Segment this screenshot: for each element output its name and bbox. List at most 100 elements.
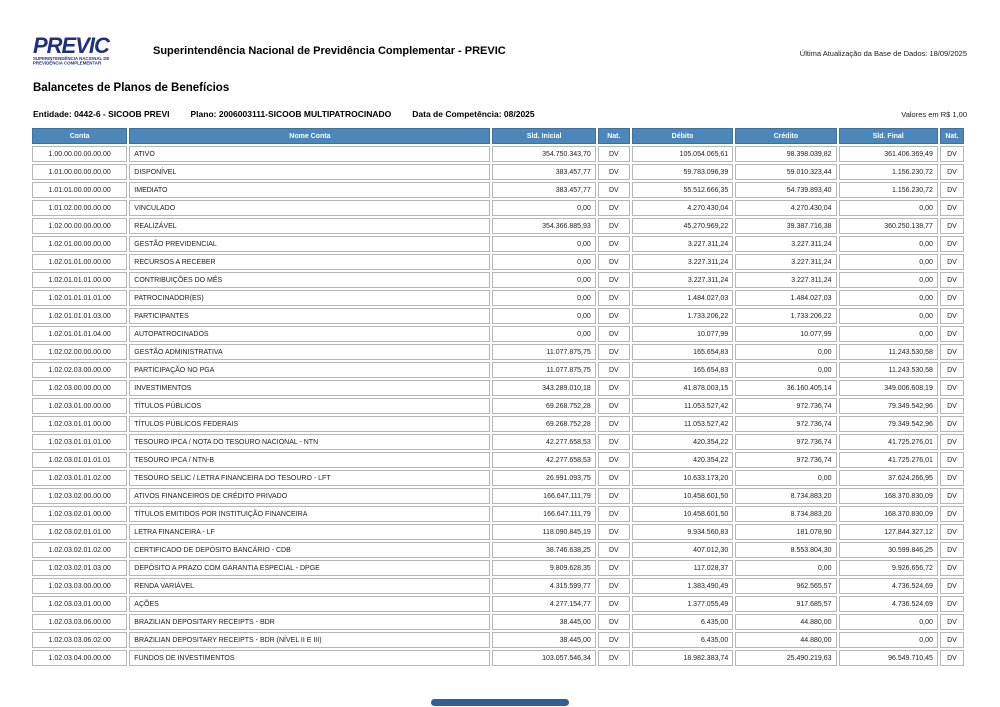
sld-final-cell: 0,00	[838, 308, 938, 324]
nat-cell: DV	[939, 326, 964, 342]
sld-inicial-cell: 0,00	[492, 290, 596, 306]
credito-cell: 10.077,99	[735, 326, 837, 342]
nome-conta-cell: TESOURO IPCA / NTN-B	[129, 452, 491, 468]
nome-conta-cell: FUNDOS DE INVESTIMENTOS	[129, 650, 491, 666]
debito-cell: 3.227.311,24	[631, 254, 734, 270]
sld-final-cell: 0,00	[838, 614, 938, 630]
nat-cell: DV	[939, 308, 964, 324]
sld-final-cell: 79.349.542,96	[838, 398, 938, 414]
debito-cell: 1.484.027,03	[631, 290, 734, 306]
table-row: 1.01.02.00.00.00.00 VINCULADO 0,00 DV 4.270.…	[32, 200, 964, 216]
nat-cell: DV	[597, 308, 630, 324]
conta-cell: 1.02.03.01.01.00.00	[32, 416, 128, 432]
conta-cell: 1.02.01.01.01.04.00	[32, 326, 128, 342]
credito-cell: 8.734.883,20	[735, 488, 837, 504]
sld-inicial-cell: 42.277.658,53	[492, 434, 596, 450]
nat-cell: DV	[939, 452, 964, 468]
nat-cell: DV	[939, 272, 964, 288]
balance-table-body: 1.00.00.00.00.00.00 ATIVO 354.750.343,70 DV…	[32, 146, 964, 666]
col-header-nat-1: Nat.	[597, 128, 630, 144]
debito-cell: 10.458.601,50	[631, 488, 734, 504]
nome-conta-cell: VINCULADO	[129, 200, 491, 216]
table-row: 1.02.01.01.01.01.00 PATROCINADOR(ES) 0,00 D…	[32, 290, 964, 306]
entidade-label: Entidade: 0442-6 - SICOOB PREVI	[33, 109, 170, 119]
nat-cell: DV	[597, 632, 630, 648]
debito-cell: 407.012,30	[631, 542, 734, 558]
conta-cell: 1.02.03.01.01.01.01	[32, 452, 128, 468]
nome-conta-cell: AÇÕES	[129, 596, 491, 612]
sld-inicial-cell: 38.445,00	[492, 614, 596, 630]
sld-inicial-cell: 38.746.638,25	[492, 542, 596, 558]
table-row: 1.01.01.00.00.00.00 IMEDIATO 383.457,77 DV 5…	[32, 182, 964, 198]
debito-cell: 165.654,83	[631, 362, 734, 378]
debito-cell: 10.633.173,20	[631, 470, 734, 486]
sld-inicial-cell: 4.315.599,77	[492, 578, 596, 594]
nat-cell: DV	[597, 524, 630, 540]
sld-final-cell: 361.406.369,49	[838, 146, 938, 162]
table-row: 1.02.01.01.00.00.00 RECURSOS A RECEBER 0,0…	[32, 254, 964, 270]
sld-final-cell: 127.844.327,12	[838, 524, 938, 540]
credito-cell: 1.484.027,03	[735, 290, 837, 306]
nat-cell: DV	[939, 524, 964, 540]
nome-conta-cell: PARTICIPAÇÃO NO PGA	[129, 362, 491, 378]
table-row: 1.02.03.03.01.00.00 AÇÕES 4.277.154,77 DV 1.…	[32, 596, 964, 612]
debito-cell: 1.383.490,49	[631, 578, 734, 594]
nat-cell: DV	[597, 182, 630, 198]
nat-cell: DV	[939, 164, 964, 180]
sld-final-cell: 4.736.524,69	[838, 578, 938, 594]
nome-conta-cell: GESTÃO ADMINISTRATIVA	[129, 344, 491, 360]
nat-cell: DV	[939, 236, 964, 252]
nome-conta-cell: DEPÓSITO A PRAZO COM GARANTIA ESPECIAL -…	[129, 560, 491, 576]
credito-cell: 972.736,74	[735, 434, 837, 450]
table-row: 1.02.00.00.00.00.00 REALIZÁVEL 354.366.885…	[32, 218, 964, 234]
nat-cell: DV	[597, 488, 630, 504]
sld-final-cell: 30.599.846,25	[838, 542, 938, 558]
conta-cell: 1.02.03.02.01.00.00	[32, 506, 128, 522]
table-row: 1.02.03.03.00.00.00 RENDA VARIÁVEL 4.315.5…	[32, 578, 964, 594]
sld-final-cell: 349.006.608,19	[838, 380, 938, 396]
nat-cell: DV	[597, 542, 630, 558]
conta-cell: 1.02.03.00.00.00.00	[32, 380, 128, 396]
sld-inicial-cell: 26.991.093,75	[492, 470, 596, 486]
debito-cell: 10.077,99	[631, 326, 734, 342]
nome-conta-cell: ATIVO	[129, 146, 491, 162]
sld-inicial-cell: 38.445,00	[492, 632, 596, 648]
credito-cell: 98.398.039,82	[735, 146, 837, 162]
sld-final-cell: 0,00	[838, 254, 938, 270]
table-row: 1.02.02.00.00.00.00 GESTÃO ADMINISTRATIVA…	[32, 344, 964, 360]
nome-conta-cell: RECURSOS A RECEBER	[129, 254, 491, 270]
debito-cell: 420.354,22	[631, 434, 734, 450]
sld-inicial-cell: 103.057.546,34	[492, 650, 596, 666]
table-row: 1.02.03.02.01.01.00 LETRA FINANCEIRA - LF…	[32, 524, 964, 540]
conta-cell: 1.02.03.01.01.02.00	[32, 470, 128, 486]
debito-cell: 45.270.969,22	[631, 218, 734, 234]
table-row: 1.02.03.02.01.02.00 CERTIFICADO DE DEPÓSI…	[32, 542, 964, 558]
nat-cell: DV	[939, 398, 964, 414]
previc-logo-subtitle-line2: PREVIDÊNCIA COMPLEMENTAR	[33, 61, 102, 66]
sld-final-cell: 0,00	[838, 632, 938, 648]
credito-cell: 4.270.430,04	[735, 200, 837, 216]
conta-cell: 1.02.03.02.01.01.00	[32, 524, 128, 540]
sld-final-cell: 360.250.138,77	[838, 218, 938, 234]
nome-conta-cell: TÍTULOS EMITIDOS POR INSTITUIÇÃO FINANCE…	[129, 506, 491, 522]
sld-inicial-cell: 0,00	[492, 272, 596, 288]
nat-cell: DV	[939, 560, 964, 576]
sld-inicial-cell: 166.647.111,79	[492, 488, 596, 504]
previc-logo-subtitle-line1: SUPERINTENDÊNCIA NACIONAL DE	[33, 57, 110, 62]
nat-cell: DV	[939, 488, 964, 504]
sld-inicial-cell: 69.268.752,28	[492, 398, 596, 414]
credito-cell: 962.565,57	[735, 578, 837, 594]
sld-final-cell: 0,00	[838, 272, 938, 288]
nome-conta-cell: TÍTULOS PÚBLICOS	[129, 398, 491, 414]
table-row: 1.02.03.01.01.01.00 TESOURO IPCA / NOTA D…	[32, 434, 964, 450]
sld-final-cell: 41.725.276,01	[838, 452, 938, 468]
col-header-conta: Conta	[32, 128, 128, 144]
previc-logo-text: PREVIC	[33, 33, 110, 58]
credito-cell: 44.880,00	[735, 614, 837, 630]
nat-cell: DV	[939, 254, 964, 270]
credito-cell: 44.880,00	[735, 632, 837, 648]
debito-cell: 10.458.601,50	[631, 506, 734, 522]
page-title: Superintendência Nacional de Previdência…	[153, 45, 506, 57]
competencia-label: Data de Competência: 08/2025	[412, 109, 535, 119]
